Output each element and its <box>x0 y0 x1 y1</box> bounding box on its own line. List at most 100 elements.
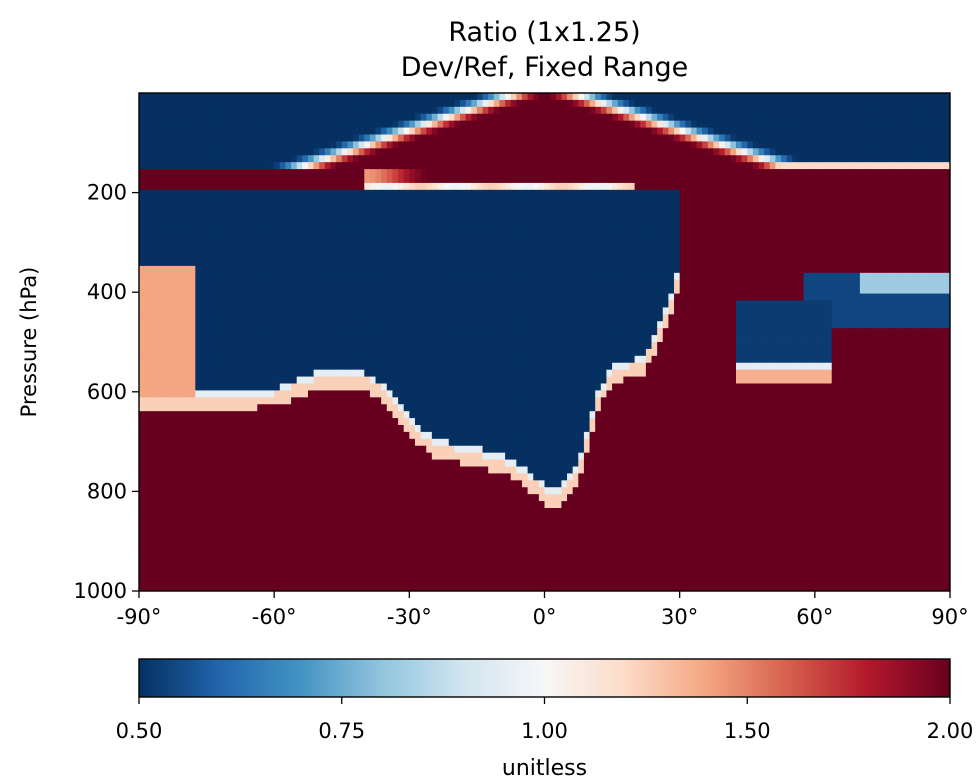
heatmap-cell <box>809 162 815 170</box>
heatmap-cell <box>922 121 928 129</box>
heatmap-cell <box>223 121 229 129</box>
heatmap-cell <box>218 93 224 101</box>
heatmap-cell <box>877 169 883 177</box>
heatmap-cell <box>601 287 607 295</box>
heatmap-cell <box>184 218 190 226</box>
heatmap-cell <box>167 197 173 205</box>
heatmap-cell <box>325 107 331 115</box>
heatmap-cell <box>342 245 348 253</box>
heatmap-cell <box>167 259 173 267</box>
heatmap-cell <box>713 190 719 198</box>
heatmap-cell <box>291 204 297 212</box>
heatmap-cell <box>719 218 725 226</box>
heatmap-cell <box>561 114 567 122</box>
heatmap-cell <box>252 252 258 260</box>
heatmap-cell <box>246 287 252 295</box>
heatmap-cell <box>730 141 736 149</box>
heatmap-cell <box>398 252 404 260</box>
heatmap-cell <box>437 259 443 267</box>
heatmap-cell <box>229 218 235 226</box>
heatmap-cell <box>809 287 815 295</box>
heatmap-cell <box>353 100 359 108</box>
heatmap-cell <box>437 321 443 329</box>
heatmap-cell <box>302 211 308 219</box>
heatmap-cell <box>708 155 714 163</box>
heatmap-cell <box>139 259 145 267</box>
heatmap-cell <box>663 294 669 302</box>
heatmap-cell <box>246 197 252 205</box>
heatmap-cell <box>404 231 410 239</box>
heatmap-cell <box>680 307 686 315</box>
heatmap-cell <box>539 280 545 288</box>
heatmap-cell <box>404 148 410 156</box>
heatmap-cell <box>539 121 545 129</box>
heatmap-cell <box>860 197 866 205</box>
heatmap-cell <box>223 100 229 108</box>
heatmap-cell <box>747 307 753 315</box>
heatmap-cell <box>156 280 162 288</box>
heatmap-cell <box>347 183 353 191</box>
heatmap-cell <box>342 321 348 329</box>
heatmap-cell <box>252 183 258 191</box>
heatmap-cell <box>364 280 370 288</box>
heatmap-cell <box>584 328 590 336</box>
heatmap-cell <box>606 169 612 177</box>
heatmap-cell <box>747 245 753 253</box>
heatmap-cell <box>629 294 635 302</box>
heatmap-cell <box>359 190 365 198</box>
heatmap-cell <box>246 183 252 191</box>
heatmap-cell <box>314 245 320 253</box>
heatmap-cell <box>663 169 669 177</box>
heatmap-cell <box>443 211 449 219</box>
heatmap-cell <box>347 100 353 108</box>
heatmap-cell <box>240 280 246 288</box>
heatmap-cell <box>899 135 905 143</box>
heatmap-cell <box>939 273 945 281</box>
heatmap-cell <box>832 273 838 281</box>
heatmap-cell <box>849 287 855 295</box>
heatmap-cell <box>556 93 562 101</box>
heatmap-cell <box>454 273 460 281</box>
heatmap-cell <box>601 162 607 170</box>
heatmap-cell <box>454 224 460 232</box>
heatmap-cell <box>770 169 776 177</box>
heatmap-cell <box>623 218 629 226</box>
heatmap-cell <box>471 183 477 191</box>
heatmap-cell <box>511 328 517 336</box>
heatmap-cell <box>145 259 151 267</box>
heatmap-cell <box>404 169 410 177</box>
heatmap-cell <box>376 100 382 108</box>
heatmap-cell <box>460 231 466 239</box>
heatmap-cell <box>691 128 697 136</box>
heatmap-cell <box>347 135 353 143</box>
heatmap-cell <box>843 176 849 184</box>
heatmap-cell <box>150 266 156 274</box>
heatmap-cell <box>426 190 432 198</box>
heatmap-cell <box>550 328 556 336</box>
heatmap-cell <box>623 294 629 302</box>
heatmap-cell <box>837 224 843 232</box>
heatmap-cell <box>764 183 770 191</box>
heatmap-cell <box>556 197 562 205</box>
heatmap-cell <box>387 321 393 329</box>
heatmap-cell <box>849 197 855 205</box>
heatmap-cell <box>173 231 179 239</box>
heatmap-cell <box>494 114 500 122</box>
heatmap-cell <box>443 190 449 198</box>
heatmap-cell <box>759 287 765 295</box>
heatmap-cell <box>916 114 922 122</box>
heatmap-cell <box>212 107 218 115</box>
heatmap-cell <box>432 294 438 302</box>
heatmap-cell <box>466 162 472 170</box>
heatmap-cell <box>173 321 179 329</box>
heatmap-cell <box>347 328 353 336</box>
heatmap-cell <box>240 211 246 219</box>
heatmap-cell <box>229 148 235 156</box>
heatmap-cell <box>330 93 336 101</box>
heatmap-cell <box>190 224 196 232</box>
heatmap-cell <box>753 128 759 136</box>
heatmap-cell <box>629 183 635 191</box>
heatmap-cell <box>516 93 522 101</box>
heatmap-cell <box>629 224 635 232</box>
heatmap-cell <box>905 238 911 246</box>
